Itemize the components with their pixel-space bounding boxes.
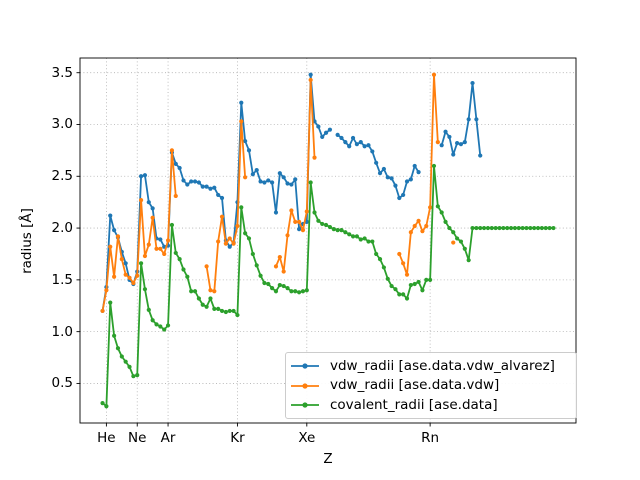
x-tick-label-ne: Ne: [128, 430, 147, 446]
y-tick-label-1.5: 1.5: [51, 271, 73, 288]
y-tick-label-0.5: 0.5: [51, 375, 73, 392]
legend-line-sample-icon: [291, 363, 319, 369]
legend-label-vdw: vdw_radii [ase.data.vdw]: [330, 377, 500, 393]
x-tick-label-he: He: [97, 430, 116, 446]
legend-label-vdw-alvarez: vdw_radii [ase.data.vdw_alvarez]: [330, 357, 555, 374]
x-tick-label-kr: Kr: [230, 430, 245, 446]
y-axis-label: radius [Å]: [19, 208, 35, 274]
y-tick-label-2.0: 2.0: [51, 220, 73, 237]
y-tick-label-3.5: 3.5: [51, 64, 73, 81]
y-tick-label-3.0: 3.0: [51, 116, 73, 133]
y-tick-label-2.5: 2.5: [51, 168, 73, 185]
x-axis-label: Z: [323, 451, 333, 467]
legend-entry-vdw: vdw_radii [ase.data.vdw]: [290, 378, 572, 393]
x-tick-label-rn: Rn: [421, 430, 440, 446]
legend-entry-vdw-alvarez: vdw_radii [ase.data.vdw_alvarez]: [290, 357, 572, 374]
legend: vdw_radii [ase.data.vdw_alvarez] vdw_rad…: [285, 352, 577, 419]
legend-line-sample-icon: [291, 382, 319, 389]
x-tick-label-xe: Xe: [298, 430, 316, 446]
legend-label-covalent: covalent_radii [ase.data]: [330, 396, 498, 413]
x-tick-label-ar: Ar: [160, 430, 176, 446]
legend-line-sample-icon: [291, 402, 319, 408]
legend-entry-covalent: covalent_radii [ase.data]: [290, 396, 572, 413]
y-tick-label-1.0: 1.0: [51, 323, 73, 340]
